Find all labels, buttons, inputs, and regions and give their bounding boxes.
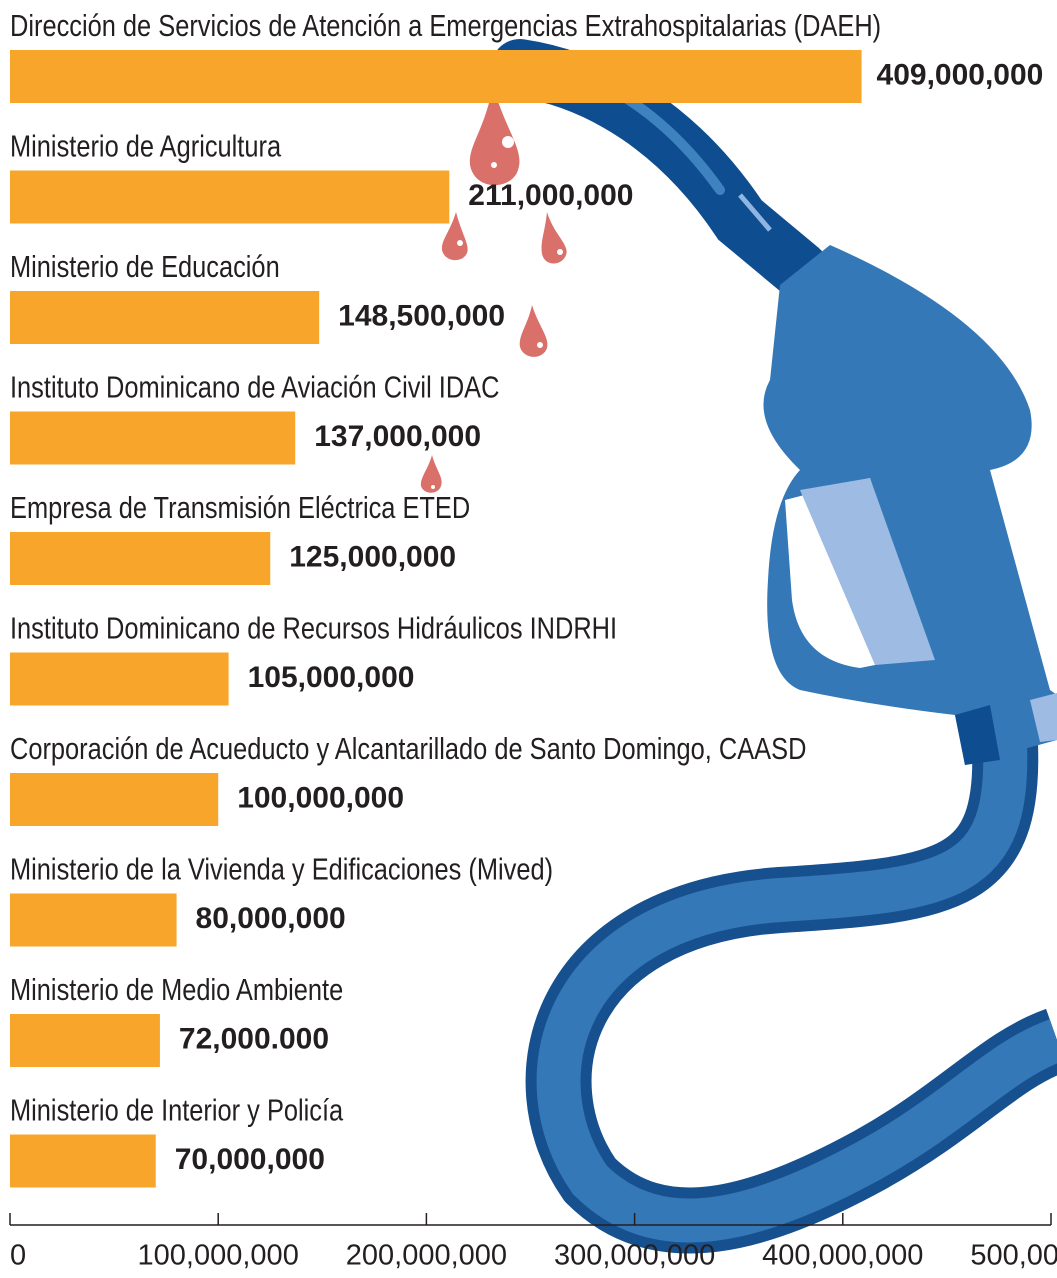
category-label: Ministerio de Agricultura	[10, 129, 281, 164]
bar	[10, 1014, 160, 1067]
category-label: Ministerio de Interior y Policía	[10, 1093, 343, 1128]
x-tick-label: 0	[10, 1240, 26, 1272]
category-label: Instituto Dominicano de Aviación Civil I…	[10, 370, 499, 405]
bar	[10, 653, 229, 706]
value-label: 100,000,000	[237, 781, 404, 814]
x-tick-label: 100,000,000	[138, 1240, 299, 1272]
value-label: 148,500,000	[338, 299, 505, 332]
category-label: Instituto Dominicano de Recursos Hidrául…	[10, 611, 617, 646]
category-label: Empresa de Transmisión Eléctrica ETED	[10, 491, 470, 526]
bar	[10, 532, 270, 585]
category-label: Corporación de Acueducto y Alcantarillad…	[10, 732, 806, 767]
value-label: 211,000,000	[468, 179, 633, 212]
value-label: 409,000,000	[877, 58, 1044, 91]
value-label: 70,000,000	[175, 1143, 325, 1176]
x-tick-label: 300,000,000	[554, 1240, 715, 1272]
value-label: 137,000,000	[314, 420, 481, 453]
bar	[10, 171, 449, 224]
bar	[10, 412, 295, 465]
x-tick-label: 200,000,000	[346, 1240, 507, 1272]
value-label: 125,000,000	[289, 540, 456, 573]
bar	[10, 50, 862, 103]
chart: Dirección de Servicios de Atención a Eme…	[0, 0, 1057, 1278]
value-label: 80,000,000	[196, 902, 346, 935]
bar	[10, 773, 218, 826]
category-label: Ministerio de Educación	[10, 250, 280, 285]
bar	[10, 1135, 156, 1188]
x-tick-label: 500,000,000	[970, 1240, 1057, 1272]
category-label: Dirección de Servicios de Atención a Eme…	[10, 9, 881, 44]
category-label: Ministerio de Medio Ambiente	[10, 973, 343, 1008]
bar	[10, 291, 319, 344]
category-label: Ministerio de la Vivienda y Edificacione…	[10, 852, 553, 887]
x-tick-label: 400,000,000	[762, 1240, 923, 1272]
page: {"chart_data": { "type": "bar", "orienta…	[0, 0, 1057, 1278]
value-label: 105,000,000	[248, 661, 415, 694]
value-label: 72,000.000	[179, 1022, 329, 1055]
bar	[10, 894, 177, 947]
